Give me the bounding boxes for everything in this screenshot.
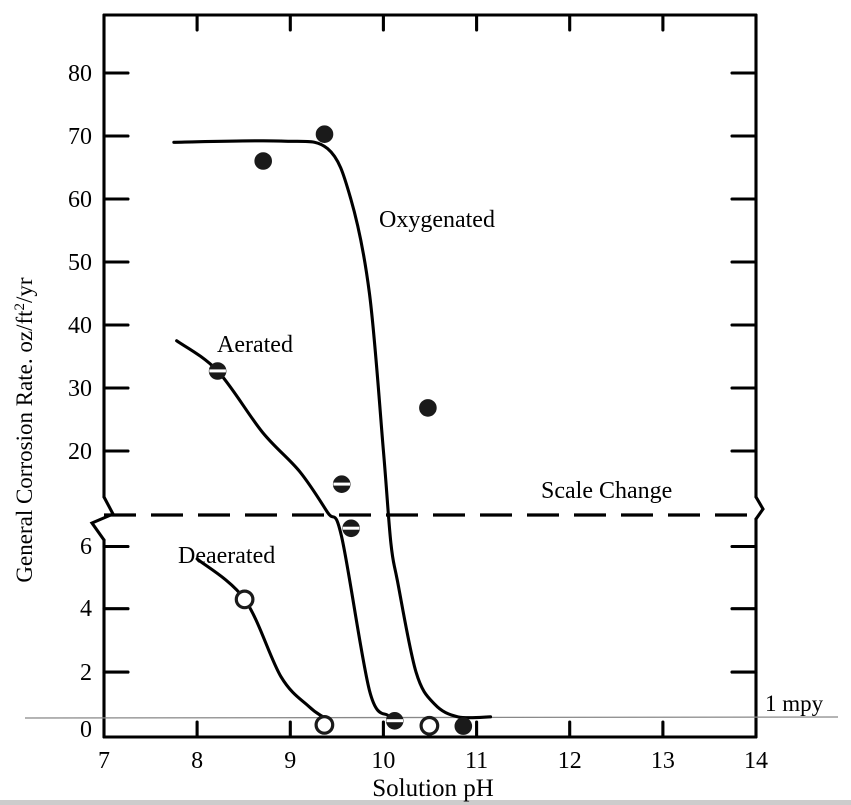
svg-text:0: 0 <box>80 717 92 743</box>
svg-text:Deaerated: Deaerated <box>178 543 275 569</box>
svg-text:10: 10 <box>371 748 395 774</box>
svg-text:9: 9 <box>284 748 296 774</box>
svg-text:70: 70 <box>68 124 92 150</box>
svg-text:Aerated: Aerated <box>217 332 293 358</box>
svg-text:4: 4 <box>80 596 92 622</box>
svg-text:8: 8 <box>191 748 203 774</box>
svg-text:11: 11 <box>465 748 488 774</box>
svg-text:1 mpy: 1 mpy <box>765 691 824 716</box>
svg-text:Oxygenated: Oxygenated <box>379 207 495 233</box>
svg-text:2: 2 <box>80 660 92 686</box>
svg-text:60: 60 <box>68 187 92 213</box>
svg-text:6: 6 <box>80 534 92 560</box>
svg-text:13: 13 <box>651 748 675 774</box>
svg-text:40: 40 <box>68 313 92 339</box>
svg-text:30: 30 <box>68 376 92 402</box>
svg-text:50: 50 <box>68 250 92 276</box>
svg-text:12: 12 <box>558 748 582 774</box>
svg-text:80: 80 <box>68 61 92 87</box>
svg-text:Solution pH: Solution pH <box>372 775 494 802</box>
svg-text:General Corrosion Rate. oz/ft2: General Corrosion Rate. oz/ft2/yr <box>12 277 37 582</box>
svg-text:20: 20 <box>68 439 92 465</box>
svg-text:Scale Change: Scale Change <box>541 478 672 504</box>
svg-text:14: 14 <box>744 748 768 774</box>
svg-text:7: 7 <box>98 748 110 774</box>
